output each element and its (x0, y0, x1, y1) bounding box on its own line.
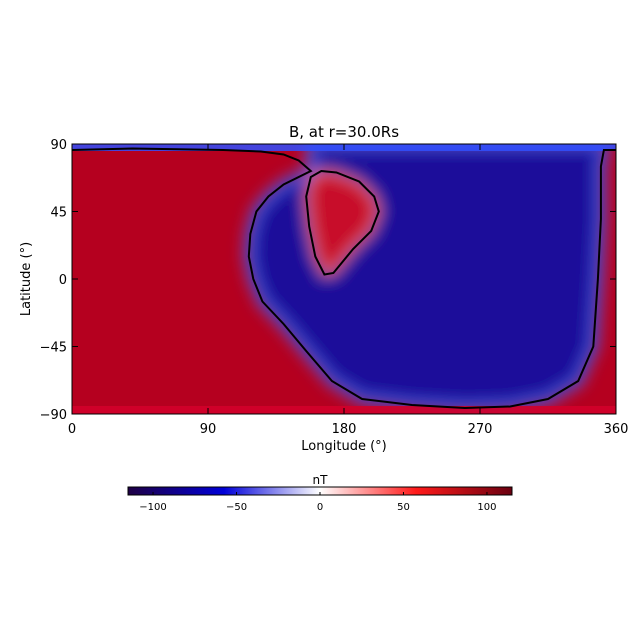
x-tick-label: 360 (604, 422, 629, 437)
polarity-inversion-line-island (305, 169, 380, 276)
positive-island-region (306, 171, 379, 275)
y-axis: 90 45 0 −45 −90 (40, 138, 616, 423)
colorbar-tick-label: −50 (226, 502, 247, 513)
x-tick-label: 0 (68, 422, 76, 437)
colorbar-tick-label: 50 (397, 502, 410, 513)
x-tick-label: 180 (332, 422, 357, 437)
colorbar-tick-label: 100 (477, 502, 496, 513)
y-tick-label: 45 (50, 206, 67, 221)
colorbar-label: nT (313, 473, 329, 487)
y-tick-label: 90 (50, 138, 67, 153)
y-axis-label: Latitude (°) (19, 242, 34, 316)
colorbar-tick-label: 0 (317, 502, 323, 513)
plot-area (72, 144, 616, 414)
y-tick-label: −90 (40, 408, 67, 423)
x-tick-label: 90 (200, 422, 217, 437)
y-tick-label: 0 (59, 273, 67, 288)
x-tick-label: 270 (468, 422, 493, 437)
x-axis: 0 90 180 270 360 (68, 144, 629, 437)
y-tick-label: −45 (40, 341, 67, 356)
colorbar-ticks: −100 −50 0 50 100 (139, 492, 497, 513)
x-axis-label: Longitude (°) (301, 439, 386, 454)
colorbar-tick-label: −100 (139, 502, 166, 513)
chart-title: B, at r=30.0Rs (289, 123, 399, 141)
polarity-inversion-line (72, 147, 616, 410)
